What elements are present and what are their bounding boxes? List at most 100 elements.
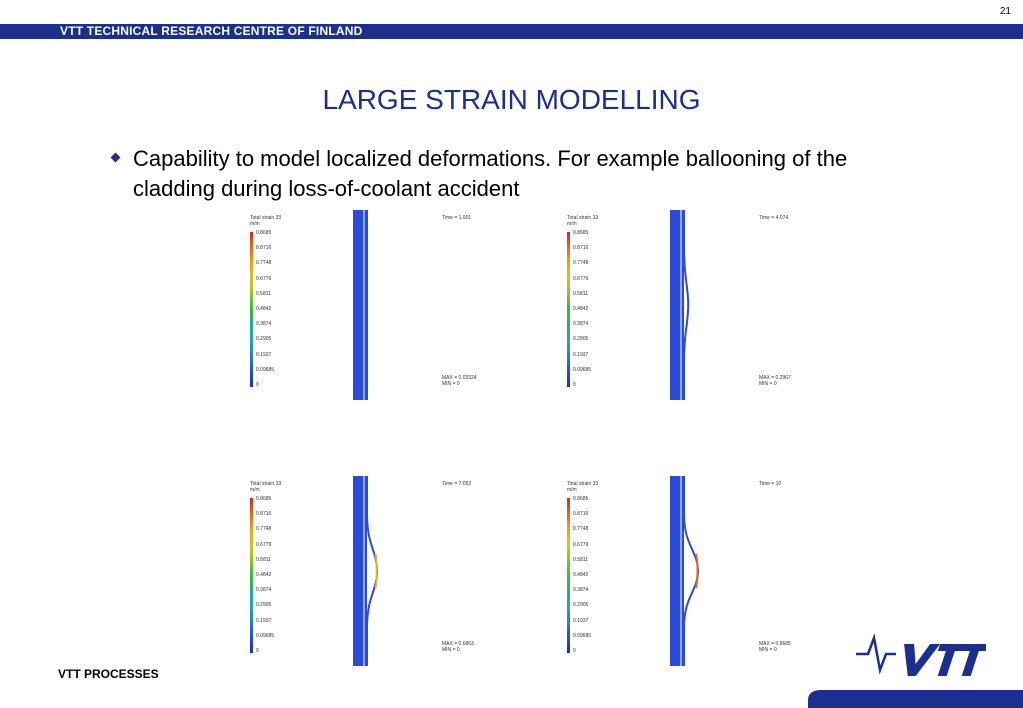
legend-value: 0 <box>256 382 259 388</box>
cladding-plot <box>353 476 379 666</box>
legend-value: 0.4842 <box>573 572 589 578</box>
vtt-logo-icon <box>856 633 986 676</box>
color-scale-bar <box>567 498 570 653</box>
diamond-bullet-icon <box>110 152 121 163</box>
legend-value: 0.6779 <box>256 541 272 548</box>
legend-value: 0.3874 <box>573 587 589 594</box>
simulation-panel: Total strain 33 m/m 0.8685 0.8716 0.7748 0.67… <box>250 210 565 400</box>
legend-value: 0.4842 <box>256 572 272 578</box>
header-org-name: VTT TECHNICAL RESEARCH CENTRE OF FINLAND <box>60 24 363 38</box>
legend-value: 0.8716 <box>573 511 589 518</box>
legend-value: 0.7748 <box>256 526 272 533</box>
max-min-label: MAX = 0.03324 MIN = 0 <box>442 375 477 387</box>
legend-value: 0.09685 <box>256 632 275 639</box>
strain-hotspot <box>374 553 378 589</box>
legend-value: 0.8716 <box>256 511 272 518</box>
time-label: Time = 4.074 <box>759 215 789 221</box>
color-scale-bar <box>250 232 253 387</box>
color-scale-bar <box>567 232 570 387</box>
simulation-panel: Total strain 33 m/m 0.8685 0.8716 0.7748 0.67… <box>250 476 565 666</box>
legend-value: 0.8716 <box>256 245 272 252</box>
footer-label: VTT PROCESSES <box>58 667 159 681</box>
cladding-plot <box>670 210 690 400</box>
legend-value: 0.5811 <box>256 290 271 297</box>
legend-value: 0.7748 <box>573 526 589 533</box>
legend-unit-line: m/m <box>567 221 577 227</box>
legend-unit-line: m/m <box>250 221 260 227</box>
legend-value: 0.2905 <box>573 336 589 343</box>
cladding-plot <box>670 476 700 666</box>
fuel-column <box>353 210 367 400</box>
legend-value: 0.8716 <box>573 245 589 252</box>
legend-value: 0.1937 <box>256 617 272 624</box>
legend-value: 0.2905 <box>256 602 272 609</box>
legend-title-line: Total strain 33 <box>250 481 282 487</box>
time-label: Time = 1.001 <box>442 215 472 221</box>
legend-title: Total strain 33 m/m <box>250 215 281 227</box>
min-value: MIN = 0 <box>759 647 777 653</box>
max-value: MAX = 0.6863 <box>442 641 474 647</box>
legend-value: 0.09685 <box>256 366 275 373</box>
legend-unit-line: m/m <box>250 487 260 493</box>
max-value: MAX = 0.2967 <box>759 375 791 381</box>
legend-value: 0.7748 <box>573 260 589 267</box>
max-min-label: MAX = 0.2967 MIN = 0 <box>759 375 791 387</box>
legend-value: 0 <box>573 648 576 654</box>
legend-value: 0.3874 <box>256 321 272 328</box>
legend-value: 0.09685 <box>573 366 592 373</box>
legend-value: 0.4842 <box>573 306 589 312</box>
legend-title-line: Total strain 33 <box>567 481 599 487</box>
legend-value: 0.7748 <box>256 260 272 267</box>
legend-value: 0.3874 <box>256 587 272 594</box>
legend-title-line: Total strain 33 <box>567 215 599 221</box>
simulation-panel: Total strain 33 m/m 0.8685 0.8716 0.7748 0.67… <box>567 210 882 400</box>
slide-title: LARGE STRAIN MODELLING <box>322 84 701 115</box>
legend-unit-line: m/m <box>567 487 577 493</box>
legend-value: 0.6779 <box>573 275 589 282</box>
legend-value: 0.5811 <box>573 556 588 563</box>
legend-title-line: Total strain 33 <box>250 215 282 221</box>
min-value: MIN = 0 <box>442 647 460 653</box>
cladding-plot <box>353 210 368 400</box>
legend-value: 0 <box>256 648 259 654</box>
legend-value: 0.3874 <box>573 321 589 328</box>
legend-value: 0 <box>573 382 576 388</box>
legend-value: 0.2905 <box>256 336 272 343</box>
page-number: 21 <box>999 6 1011 17</box>
legend-value: 0.8685 <box>256 496 272 502</box>
color-scale-bar <box>250 498 253 653</box>
legend-value: 0.8685 <box>573 230 589 236</box>
legend-value: 0.5811 <box>573 290 588 297</box>
max-value: MAX = 0.03324 <box>442 375 477 381</box>
simulation-panel: Total strain 33 m/m 0.8685 0.8716 0.7748 0.67… <box>567 476 882 666</box>
legend-value: 0.09685 <box>573 632 592 639</box>
legend-value: 0.6779 <box>573 541 589 548</box>
legend-title: Total strain 33 m/m <box>567 215 598 227</box>
legend-title: Total strain 33 m/m <box>250 481 281 493</box>
fuel-column <box>353 476 367 666</box>
header-bar: VTT TECHNICAL RESEARCH CENTRE OF FINLAND <box>0 24 1023 39</box>
fuel-column <box>670 210 684 400</box>
fuel-column <box>670 476 684 666</box>
legend-value: 0.2905 <box>573 602 589 609</box>
legend-value: 0.8685 <box>256 230 272 236</box>
max-value: MAX = 0.8685 <box>759 641 791 647</box>
cladding-outline <box>366 476 379 666</box>
legend-value: 0.6779 <box>256 275 272 282</box>
legend-value: 0.4842 <box>256 306 272 312</box>
time-label: Time = 7.052 <box>442 481 472 487</box>
min-value: MIN = 0 <box>759 381 777 387</box>
bullet-text: Capability to model localized deformatio… <box>133 146 848 201</box>
cladding-outline <box>683 210 690 400</box>
strain-hotspot <box>694 553 699 589</box>
max-min-label: MAX = 0.6863 MIN = 0 <box>442 641 474 653</box>
time-label: Time = 10 <box>759 481 782 487</box>
max-min-label: MAX = 0.8685 MIN = 0 <box>759 641 791 653</box>
legend-value: 0.5811 <box>256 556 271 563</box>
min-value: MIN = 0 <box>442 381 460 387</box>
legend-value: 0.1937 <box>256 351 272 358</box>
cladding-outline <box>683 476 700 666</box>
legend-title: Total strain 33 m/m <box>567 481 598 493</box>
legend-value: 0.1937 <box>573 617 589 624</box>
legend-value: 0.8685 <box>573 496 589 502</box>
